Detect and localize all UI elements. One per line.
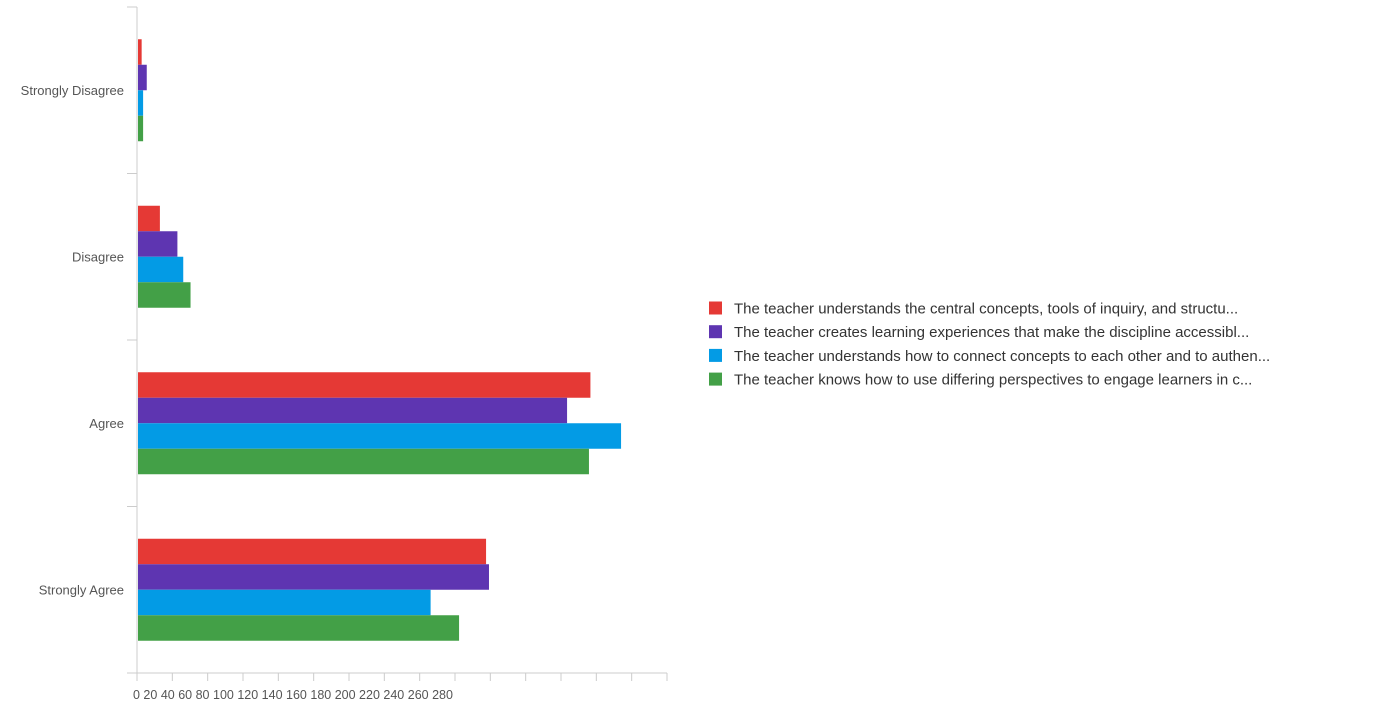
bar[interactable] bbox=[138, 282, 191, 308]
legend-swatch bbox=[709, 325, 722, 339]
bar[interactable] bbox=[138, 448, 589, 475]
x-tick-label: 40 bbox=[157, 688, 174, 702]
legend: The teacher understands the central conc… bbox=[709, 301, 1270, 389]
legend-label: The teacher knows how to use differing p… bbox=[734, 372, 1252, 389]
category-labels: Strongly Disagree Disagree Agree Strongly A… bbox=[21, 83, 124, 598]
legend-item[interactable]: The teacher knows how to use differing p… bbox=[709, 372, 1252, 389]
x-tick-labels: 0 20 40 60 80 100 120 140 160 180 200 22… bbox=[133, 688, 453, 702]
x-tick-label: 120 bbox=[234, 688, 258, 702]
x-tick-label: 260 bbox=[404, 688, 428, 702]
category-label: Agree bbox=[89, 416, 124, 431]
bar[interactable] bbox=[138, 538, 487, 565]
category-label: Disagree bbox=[72, 249, 124, 264]
bar[interactable] bbox=[138, 231, 178, 257]
x-tick-label: 140 bbox=[258, 688, 282, 702]
legend-swatch bbox=[709, 372, 722, 386]
legend-item[interactable]: The teacher creates learning experiences… bbox=[709, 324, 1249, 341]
x-tick-label: 180 bbox=[307, 688, 331, 702]
x-tick-label: 160 bbox=[283, 688, 307, 702]
bar[interactable] bbox=[138, 64, 147, 91]
x-tick-labels-row: 0 20 40 60 80 100 120 140 160 180 200 22… bbox=[133, 688, 453, 702]
bar[interactable] bbox=[138, 115, 144, 142]
category-label: Strongly Agree bbox=[39, 582, 124, 597]
bar[interactable] bbox=[138, 90, 144, 116]
x-tick-label: 80 bbox=[192, 688, 209, 702]
bar[interactable] bbox=[138, 564, 489, 590]
bars bbox=[138, 39, 622, 641]
x-tick-label: 60 bbox=[175, 688, 192, 702]
category-label: Strongly Disagree bbox=[21, 83, 124, 98]
x-tick-label: 200 bbox=[331, 688, 355, 702]
bar[interactable] bbox=[138, 615, 460, 641]
legend-label: The teacher understands how to connect c… bbox=[734, 348, 1270, 365]
bar[interactable] bbox=[138, 256, 184, 283]
x-tick-label: 280 bbox=[429, 688, 453, 702]
bar[interactable] bbox=[138, 589, 431, 616]
legend-label: The teacher understands the central conc… bbox=[734, 301, 1238, 318]
bar[interactable] bbox=[138, 39, 142, 65]
x-tick-label: 20 bbox=[140, 688, 157, 702]
legend-item[interactable]: The teacher understands the central conc… bbox=[709, 301, 1238, 318]
x-tick-label: 100 bbox=[210, 688, 234, 702]
x-tick-label: 240 bbox=[380, 688, 404, 702]
bar[interactable] bbox=[138, 372, 591, 398]
bar[interactable] bbox=[138, 423, 622, 449]
bar[interactable] bbox=[138, 205, 160, 232]
legend-item[interactable]: The teacher understands how to connect c… bbox=[709, 348, 1270, 365]
x-tick-label: 0 bbox=[133, 688, 140, 702]
axes bbox=[127, 6, 668, 681]
legend-swatch bbox=[709, 301, 722, 315]
legend-swatch bbox=[709, 348, 722, 362]
x-tick-label: 220 bbox=[356, 688, 380, 702]
legend-label: The teacher creates learning experiences… bbox=[734, 324, 1249, 341]
bar[interactable] bbox=[138, 397, 568, 424]
